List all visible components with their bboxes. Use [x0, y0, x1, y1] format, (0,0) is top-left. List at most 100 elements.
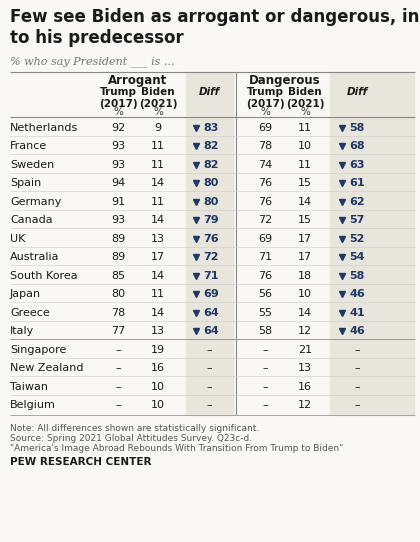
Text: 17: 17: [298, 252, 312, 262]
Text: 76: 76: [258, 197, 272, 207]
Text: 78: 78: [258, 141, 272, 151]
Text: 11: 11: [151, 197, 165, 207]
Text: New Zealand: New Zealand: [10, 363, 84, 373]
Text: PEW RESEARCH CENTER: PEW RESEARCH CENTER: [10, 457, 152, 467]
Text: 94: 94: [111, 178, 125, 188]
Text: 18: 18: [298, 271, 312, 281]
Text: 46: 46: [349, 326, 365, 336]
Text: 64: 64: [203, 308, 219, 318]
Bar: [186, 72, 233, 415]
Text: 58: 58: [349, 271, 365, 281]
Text: 68: 68: [349, 141, 365, 151]
Text: 11: 11: [151, 160, 165, 170]
Text: –: –: [354, 400, 360, 410]
Text: Trump
(2017): Trump (2017): [246, 87, 284, 108]
Text: 78: 78: [111, 308, 125, 318]
Text: 83: 83: [203, 122, 218, 133]
Text: 79: 79: [203, 215, 219, 225]
Text: 71: 71: [203, 271, 218, 281]
Text: 93: 93: [111, 215, 125, 225]
Text: –: –: [262, 382, 268, 392]
Text: 61: 61: [349, 178, 365, 188]
Text: UK: UK: [10, 234, 25, 244]
Text: 14: 14: [151, 308, 165, 318]
Text: %: %: [260, 107, 270, 117]
Text: –: –: [206, 363, 212, 373]
Text: 10: 10: [298, 289, 312, 299]
Text: %: %: [113, 107, 123, 117]
Text: 46: 46: [349, 289, 365, 299]
Text: 77: 77: [111, 326, 125, 336]
Text: Japan: Japan: [10, 289, 41, 299]
Text: 11: 11: [151, 289, 165, 299]
Text: 14: 14: [298, 197, 312, 207]
Text: France: France: [10, 141, 47, 151]
Text: 69: 69: [203, 289, 219, 299]
Text: 80: 80: [203, 178, 218, 188]
Text: 12: 12: [298, 400, 312, 410]
Text: Trump
(2017): Trump (2017): [99, 87, 137, 108]
Text: 16: 16: [151, 363, 165, 373]
Text: 10: 10: [151, 400, 165, 410]
Text: 93: 93: [111, 141, 125, 151]
Text: 17: 17: [298, 234, 312, 244]
Text: –: –: [262, 400, 268, 410]
Text: 12: 12: [298, 326, 312, 336]
Text: South Korea: South Korea: [10, 271, 78, 281]
Bar: [330, 72, 414, 415]
Text: Arrogant: Arrogant: [108, 74, 168, 87]
Text: % who say President ___ is ...: % who say President ___ is ...: [10, 56, 174, 67]
Text: –: –: [262, 345, 268, 354]
Text: Sweden: Sweden: [10, 160, 54, 170]
Text: –: –: [115, 345, 121, 354]
Text: 92: 92: [111, 122, 125, 133]
Text: –: –: [262, 363, 268, 373]
Text: Italy: Italy: [10, 326, 34, 336]
Text: %: %: [153, 107, 163, 117]
Text: 13: 13: [298, 363, 312, 373]
Text: –: –: [354, 345, 360, 354]
Text: 10: 10: [151, 382, 165, 392]
Text: 21: 21: [298, 345, 312, 354]
Text: –: –: [206, 382, 212, 392]
Text: Diff: Diff: [198, 87, 220, 97]
Text: 82: 82: [203, 141, 218, 151]
Text: 76: 76: [258, 271, 272, 281]
Text: Canada: Canada: [10, 215, 52, 225]
Text: 76: 76: [203, 234, 219, 244]
Text: 69: 69: [258, 234, 272, 244]
Text: Spain: Spain: [10, 178, 41, 188]
Text: 89: 89: [111, 234, 125, 244]
Text: 64: 64: [203, 326, 219, 336]
Text: –: –: [206, 345, 212, 354]
Text: 15: 15: [298, 215, 312, 225]
Text: 10: 10: [298, 141, 312, 151]
Text: 55: 55: [258, 308, 272, 318]
Text: 76: 76: [258, 178, 272, 188]
Text: 54: 54: [349, 252, 365, 262]
Text: 16: 16: [298, 382, 312, 392]
Text: 52: 52: [349, 234, 365, 244]
Text: Germany: Germany: [10, 197, 61, 207]
Text: Few see Biden as arrogant or dangerous, in contrast
to his predecessor: Few see Biden as arrogant or dangerous, …: [10, 8, 420, 47]
Text: –: –: [354, 382, 360, 392]
Text: Singapore: Singapore: [10, 345, 66, 354]
Text: 11: 11: [298, 160, 312, 170]
Text: 14: 14: [151, 178, 165, 188]
Text: 14: 14: [298, 308, 312, 318]
Text: Note: All differences shown are statistically significant.: Note: All differences shown are statisti…: [10, 424, 259, 433]
Text: Greece: Greece: [10, 308, 50, 318]
Text: 72: 72: [258, 215, 272, 225]
Text: Diff: Diff: [346, 87, 368, 97]
Text: 71: 71: [258, 252, 272, 262]
Text: 80: 80: [203, 197, 218, 207]
Text: –: –: [354, 363, 360, 373]
Text: Belgium: Belgium: [10, 400, 56, 410]
Text: 72: 72: [203, 252, 218, 262]
Text: –: –: [115, 382, 121, 392]
Text: Taiwan: Taiwan: [10, 382, 48, 392]
Text: 80: 80: [111, 289, 125, 299]
Text: –: –: [115, 400, 121, 410]
Text: 19: 19: [151, 345, 165, 354]
Text: 74: 74: [258, 160, 272, 170]
